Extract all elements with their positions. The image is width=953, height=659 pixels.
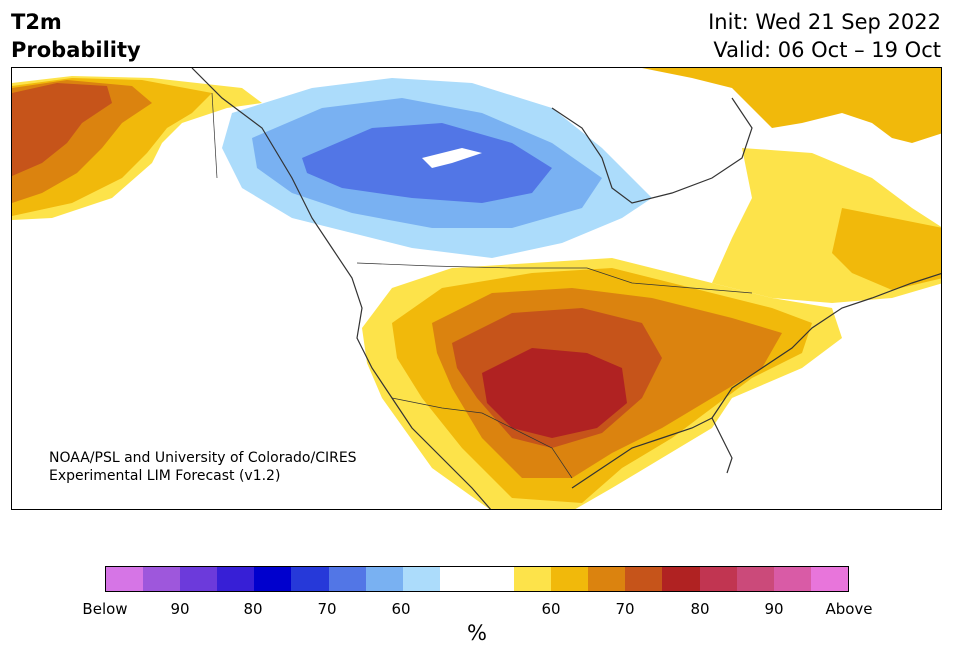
colorbar-segment — [662, 567, 700, 591]
colorbar-tick-label: Above — [825, 600, 873, 618]
colorbar-segment — [810, 567, 848, 591]
coastlines — [191, 68, 941, 509]
borders — [211, 92, 753, 479]
colorbar-tick-label: 90 — [764, 600, 784, 618]
colorbar-segment — [328, 567, 366, 591]
hudson-bay-coast — [551, 97, 753, 204]
canada-us-border — [356, 262, 753, 294]
colorbar-tick-label: 70 — [317, 600, 337, 618]
credit-line-2: Experimental LIM Forecast (v1.2) — [49, 468, 281, 484]
colorbar-segment — [551, 567, 589, 591]
colorbar-tick-label: 60 — [391, 600, 411, 618]
colorbar-segment — [402, 567, 440, 591]
colorbar-segment — [736, 567, 774, 591]
colorbar-segment — [254, 567, 292, 591]
probability-map — [11, 67, 942, 510]
map-canvas — [12, 68, 941, 509]
pacific-coastline — [191, 68, 492, 509]
credit-line-1: NOAA/PSL and University of Colorado/CIRE… — [49, 450, 357, 466]
colorbar-segment — [365, 567, 403, 591]
probability-colorbar — [105, 566, 849, 592]
atlantic-coastline — [711, 273, 941, 419]
title-line-2: Probability — [11, 38, 141, 62]
map-title: T2m Probability — [11, 8, 141, 64]
colorbar-segment — [291, 567, 329, 591]
alaska-dark-orange — [12, 83, 112, 176]
colorbar-segment — [699, 567, 737, 591]
colorbar-segment — [514, 567, 552, 591]
init-date: Init: Wed 21 Sep 2022 — [708, 10, 941, 34]
gulf-coastline — [571, 417, 733, 489]
colorbar-unit-label: % — [467, 621, 487, 645]
colorbar-segment — [217, 567, 255, 591]
colorbar-segment — [588, 567, 626, 591]
alaska-canada-border — [211, 92, 218, 179]
colorbar-tick-label: 80 — [243, 600, 263, 618]
colorbar-segment — [625, 567, 663, 591]
colorbar-segment — [180, 567, 218, 591]
colorbar-tick-label: 90 — [170, 600, 190, 618]
colorbar-tick-label: 70 — [615, 600, 635, 618]
northeast-orange — [832, 208, 941, 290]
credit-text: NOAA/PSL and University of Colorado/CIRE… — [49, 449, 357, 485]
cold-white-island — [422, 148, 482, 168]
us-mexico-border — [391, 397, 573, 479]
us-red-core — [482, 348, 627, 438]
title-line-1: T2m — [11, 10, 62, 34]
greenland-yellow — [642, 68, 941, 143]
colorbar-segment — [439, 567, 515, 591]
forecast-dates: Init: Wed 21 Sep 2022 Valid: 06 Oct – 19… — [708, 8, 941, 64]
valid-period: Valid: 06 Oct – 19 Oct — [713, 38, 941, 62]
colorbar-tick-label: 80 — [690, 600, 710, 618]
colorbar-segment — [143, 567, 181, 591]
colorbar-tick-label: 60 — [541, 600, 561, 618]
colorbar-tick-label: Below — [82, 600, 128, 618]
colorbar-segment — [106, 567, 144, 591]
colorbar-segment — [773, 567, 811, 591]
